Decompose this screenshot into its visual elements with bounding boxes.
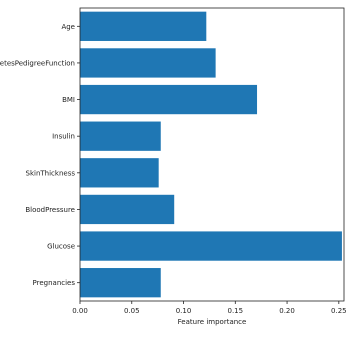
bar-insulin bbox=[80, 121, 161, 151]
x-tick-label: 0.25 bbox=[331, 307, 347, 315]
bars-layer bbox=[80, 11, 342, 298]
y-tick-labels: Age etesPedigreeFunction BMI Insulin SkinThi… bbox=[0, 23, 80, 287]
x-tick-label: 0.05 bbox=[124, 307, 140, 315]
bar-etespedigreefunction bbox=[80, 48, 216, 78]
y-tick-label: BloodPressure bbox=[25, 206, 75, 214]
bar-bmi bbox=[80, 84, 258, 115]
y-tick-label: BMI bbox=[62, 96, 75, 104]
x-axis-label: Feature importance bbox=[178, 318, 247, 326]
plot-frame bbox=[79, 7, 345, 302]
y-tick-label: SkinThickness bbox=[26, 169, 76, 177]
bar-pregnancies bbox=[80, 268, 161, 298]
bar-skinthickness bbox=[80, 158, 159, 188]
y-tick-label: Age bbox=[61, 23, 75, 31]
x-tick-label: 0.00 bbox=[72, 307, 88, 315]
x-tick-label: 0.10 bbox=[176, 307, 192, 315]
bar-bloodpressure bbox=[80, 194, 175, 225]
y-tick-label: Glucose bbox=[47, 243, 75, 251]
bar-age bbox=[80, 11, 207, 41]
y-tick-label: etesPedigreeFunction bbox=[0, 59, 75, 67]
bar-glucose bbox=[80, 231, 342, 261]
x-tick-label: 0.20 bbox=[279, 307, 295, 315]
y-tick-label: Insulin bbox=[52, 133, 75, 141]
x-tick-labels: 0.00 0.05 0.10 0.15 0.20 0.25 bbox=[72, 301, 347, 315]
y-tick-label: Pregnancies bbox=[33, 279, 76, 287]
x-tick-label: 0.15 bbox=[227, 307, 243, 315]
